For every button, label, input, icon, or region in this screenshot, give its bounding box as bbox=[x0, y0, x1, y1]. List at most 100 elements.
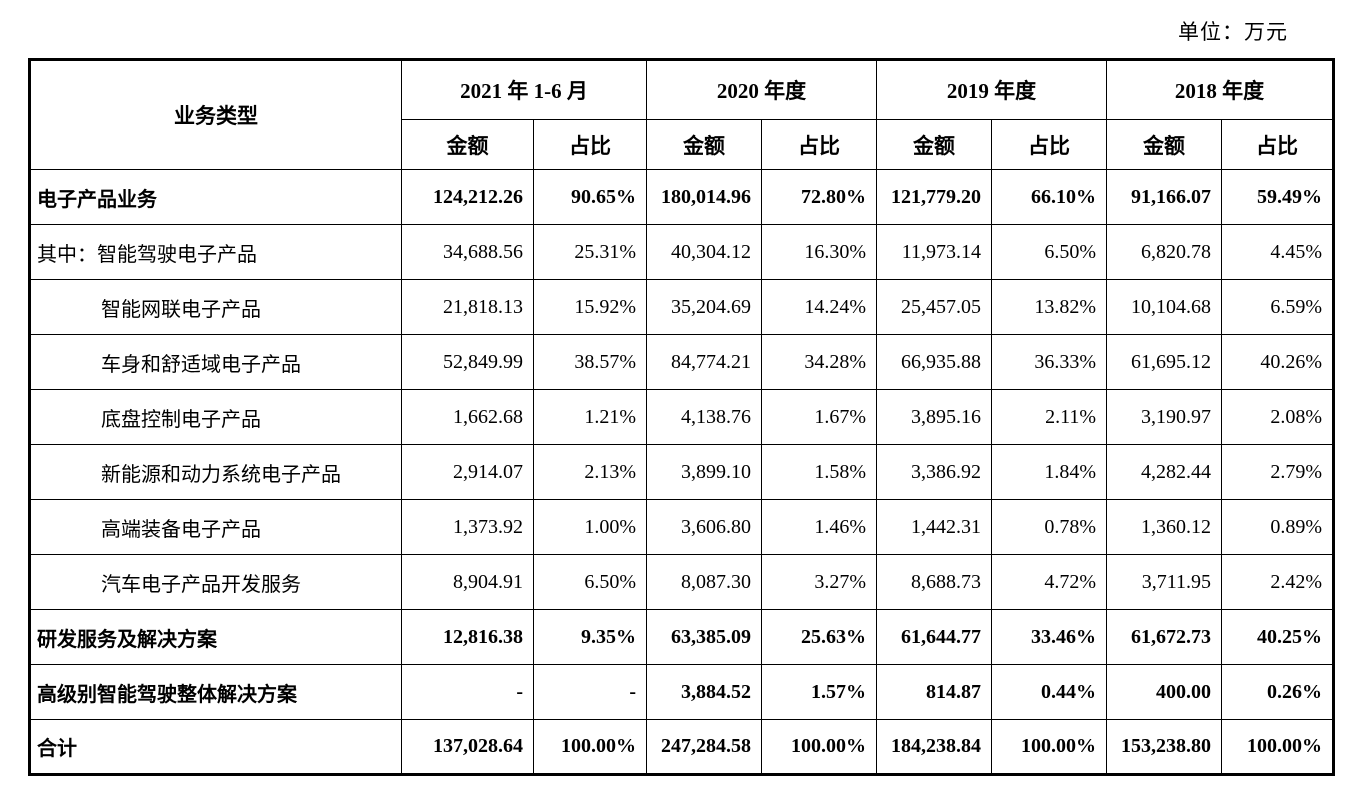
amount-value: 121,779.20 bbox=[876, 169, 992, 225]
amount-value: 21,818.13 bbox=[401, 279, 534, 335]
amount-value: 25,457.05 bbox=[876, 279, 992, 335]
column-header-ratio: 占比 bbox=[761, 119, 877, 170]
amount-value: - bbox=[401, 664, 534, 720]
amount-value: 63,385.09 bbox=[646, 609, 762, 665]
column-header-ratio: 占比 bbox=[533, 119, 647, 170]
ratio-value: 2.42% bbox=[1221, 554, 1334, 610]
amount-value: 400.00 bbox=[1106, 664, 1222, 720]
business-type-label: 底盘控制电子产品 bbox=[29, 389, 402, 445]
table-row: 合计 137,028.64 100.00% 247,284.58 100.00% 184,… bbox=[29, 719, 1334, 775]
amount-value: 40,304.12 bbox=[646, 224, 762, 280]
ratio-value: 72.80% bbox=[761, 169, 877, 225]
amount-value: 52,849.99 bbox=[401, 334, 534, 390]
business-type-label: 车身和舒适域电子产品 bbox=[29, 334, 402, 390]
ratio-value: 38.57% bbox=[533, 334, 647, 390]
ratio-value: 3.27% bbox=[761, 554, 877, 610]
amount-value: 91,166.07 bbox=[1106, 169, 1222, 225]
amount-value: 3,895.16 bbox=[876, 389, 992, 445]
amount-value: 3,190.97 bbox=[1106, 389, 1222, 445]
ratio-value: 1.46% bbox=[761, 499, 877, 555]
amount-value: 3,899.10 bbox=[646, 444, 762, 500]
amount-value: 61,672.73 bbox=[1106, 609, 1222, 665]
ratio-value: 59.49% bbox=[1221, 169, 1334, 225]
ratio-value: 13.82% bbox=[991, 279, 1107, 335]
ratio-value: 6.50% bbox=[991, 224, 1107, 280]
column-header-amount: 金额 bbox=[1106, 119, 1222, 170]
ratio-value: - bbox=[533, 664, 647, 720]
ratio-value: 1.00% bbox=[533, 499, 647, 555]
business-type-label: 汽车电子产品开发服务 bbox=[29, 554, 402, 610]
column-header-period-2018: 2018 年度 bbox=[1106, 59, 1334, 120]
table-row: 汽车电子产品开发服务 8,904.91 6.50% 8,087.30 3.27% 8,68… bbox=[29, 554, 1334, 610]
ratio-value: 66.10% bbox=[991, 169, 1107, 225]
business-type-label: 高级别智能驾驶整体解决方案 bbox=[29, 664, 402, 720]
ratio-value: 6.59% bbox=[1221, 279, 1334, 335]
amount-value: 180,014.96 bbox=[646, 169, 762, 225]
ratio-value: 34.28% bbox=[761, 334, 877, 390]
column-header-period-2019: 2019 年度 bbox=[876, 59, 1107, 120]
ratio-value: 0.26% bbox=[1221, 664, 1334, 720]
ratio-value: 1.67% bbox=[761, 389, 877, 445]
amount-value: 137,028.64 bbox=[401, 719, 534, 775]
amount-value: 3,711.95 bbox=[1106, 554, 1222, 610]
ratio-value: 40.25% bbox=[1221, 609, 1334, 665]
amount-value: 8,904.91 bbox=[401, 554, 534, 610]
ratio-value: 15.92% bbox=[533, 279, 647, 335]
ratio-value: 2.11% bbox=[991, 389, 1107, 445]
table-row: 底盘控制电子产品 1,662.68 1.21% 4,138.76 1.67% 3,895.… bbox=[29, 389, 1334, 445]
business-type-label: 合计 bbox=[29, 719, 402, 775]
amount-value: 1,662.68 bbox=[401, 389, 534, 445]
table-header: 业务类型 2021 年 1-6 月 2020 年度 2019 年度 2018 年… bbox=[29, 59, 1334, 170]
column-header-business-type: 业务类型 bbox=[29, 59, 402, 170]
column-header-period-2021: 2021 年 1-6 月 bbox=[401, 59, 647, 120]
table-body: 电子产品业务 124,212.26 90.65% 180,014.96 72.80% 12… bbox=[29, 169, 1334, 775]
amount-value: 2,914.07 bbox=[401, 444, 534, 500]
amount-value: 1,373.92 bbox=[401, 499, 534, 555]
ratio-value: 1.84% bbox=[991, 444, 1107, 500]
column-header-amount: 金额 bbox=[876, 119, 992, 170]
ratio-value: 90.65% bbox=[533, 169, 647, 225]
business-type-label: 新能源和动力系统电子产品 bbox=[29, 444, 402, 500]
ratio-value: 25.63% bbox=[761, 609, 877, 665]
amount-value: 8,087.30 bbox=[646, 554, 762, 610]
amount-value: 6,820.78 bbox=[1106, 224, 1222, 280]
business-type-label: 智能网联电子产品 bbox=[29, 279, 402, 335]
ratio-value: 1.21% bbox=[533, 389, 647, 445]
amount-value: 61,695.12 bbox=[1106, 334, 1222, 390]
table-row: 电子产品业务 124,212.26 90.65% 180,014.96 72.80% 12… bbox=[29, 169, 1334, 225]
ratio-value: 0.44% bbox=[991, 664, 1107, 720]
amount-value: 4,138.76 bbox=[646, 389, 762, 445]
amount-value: 12,816.38 bbox=[401, 609, 534, 665]
amount-value: 3,386.92 bbox=[876, 444, 992, 500]
amount-value: 66,935.88 bbox=[876, 334, 992, 390]
amount-value: 84,774.21 bbox=[646, 334, 762, 390]
business-type-label: 研发服务及解决方案 bbox=[29, 609, 402, 665]
amount-value: 11,973.14 bbox=[876, 224, 992, 280]
amount-value: 3,884.52 bbox=[646, 664, 762, 720]
amount-value: 34,688.56 bbox=[401, 224, 534, 280]
ratio-value: 1.57% bbox=[761, 664, 877, 720]
ratio-value: 2.79% bbox=[1221, 444, 1334, 500]
ratio-value: 16.30% bbox=[761, 224, 877, 280]
ratio-value: 100.00% bbox=[533, 719, 647, 775]
table-row: 研发服务及解决方案 12,816.38 9.35% 63,385.09 25.63% 61… bbox=[29, 609, 1334, 665]
ratio-value: 2.08% bbox=[1221, 389, 1334, 445]
amount-value: 153,238.80 bbox=[1106, 719, 1222, 775]
ratio-value: 0.78% bbox=[991, 499, 1107, 555]
ratio-value: 4.72% bbox=[991, 554, 1107, 610]
amount-value: 4,282.44 bbox=[1106, 444, 1222, 500]
amount-value: 814.87 bbox=[876, 664, 992, 720]
business-type-label: 电子产品业务 bbox=[29, 169, 402, 225]
table-row: 高端装备电子产品 1,373.92 1.00% 3,606.80 1.46% 1,442.… bbox=[29, 499, 1334, 555]
ratio-value: 100.00% bbox=[1221, 719, 1334, 775]
table-row: 新能源和动力系统电子产品 2,914.07 2.13% 3,899.10 1.58% 3,… bbox=[29, 444, 1334, 500]
ratio-value: 14.24% bbox=[761, 279, 877, 335]
ratio-value: 40.26% bbox=[1221, 334, 1334, 390]
table-row: 智能网联电子产品 21,818.13 15.92% 35,204.69 14.24% 25… bbox=[29, 279, 1334, 335]
ratio-value: 6.50% bbox=[533, 554, 647, 610]
ratio-value: 100.00% bbox=[991, 719, 1107, 775]
amount-value: 1,442.31 bbox=[876, 499, 992, 555]
table-row: 高级别智能驾驶整体解决方案 - -3,884.52 1.57% 814.87 0.44% 4… bbox=[29, 664, 1334, 720]
table-row: 车身和舒适域电子产品 52,849.99 38.57% 84,774.21 34.28%… bbox=[29, 334, 1334, 390]
